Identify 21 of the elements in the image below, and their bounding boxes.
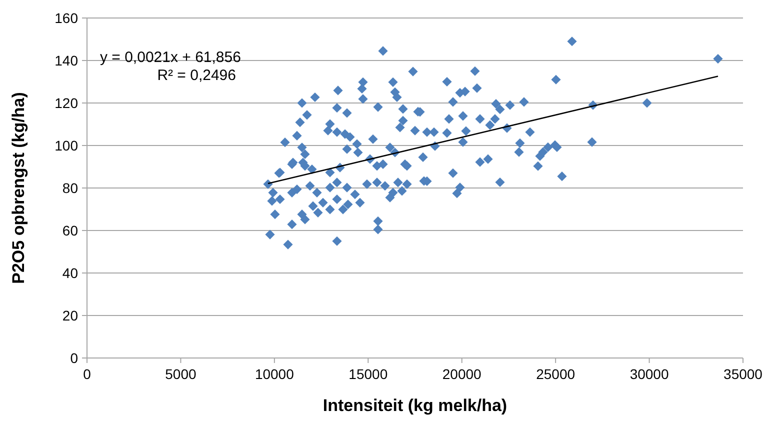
x-tick-label: 25000 [536, 366, 576, 382]
y-tick-label: 60 [62, 222, 78, 238]
y-tick-label: 0 [70, 350, 78, 366]
y-tick-label: 100 [54, 137, 78, 154]
y-tick-label: 40 [62, 264, 78, 281]
y-tick-label: 120 [54, 94, 78, 111]
annotation: y = 0,0021x + 61,856 [100, 49, 241, 66]
x-tick-label: 0 [83, 366, 92, 382]
x-tick-label: 15000 [348, 366, 388, 382]
y-tick-label: 140 [54, 52, 78, 68]
x-tick-label: 10000 [254, 366, 294, 382]
y-tick-label: 20 [62, 307, 78, 324]
x-tick-label: 5000 [165, 366, 196, 382]
y-tick-label: 80 [62, 180, 78, 196]
x-axis-title: Intensiteit (kg melk/ha) [322, 396, 508, 415]
x-tick-label: 20000 [442, 366, 482, 382]
x-tick-label: 30000 [630, 366, 669, 382]
annotation: R² = 0,2496 [157, 67, 236, 84]
x-tick-label: 35000 [724, 366, 763, 382]
y-axis-title: P2O5 opbrengst (kg/ha) [9, 92, 28, 284]
y-tick-label: 160 [54, 10, 78, 26]
